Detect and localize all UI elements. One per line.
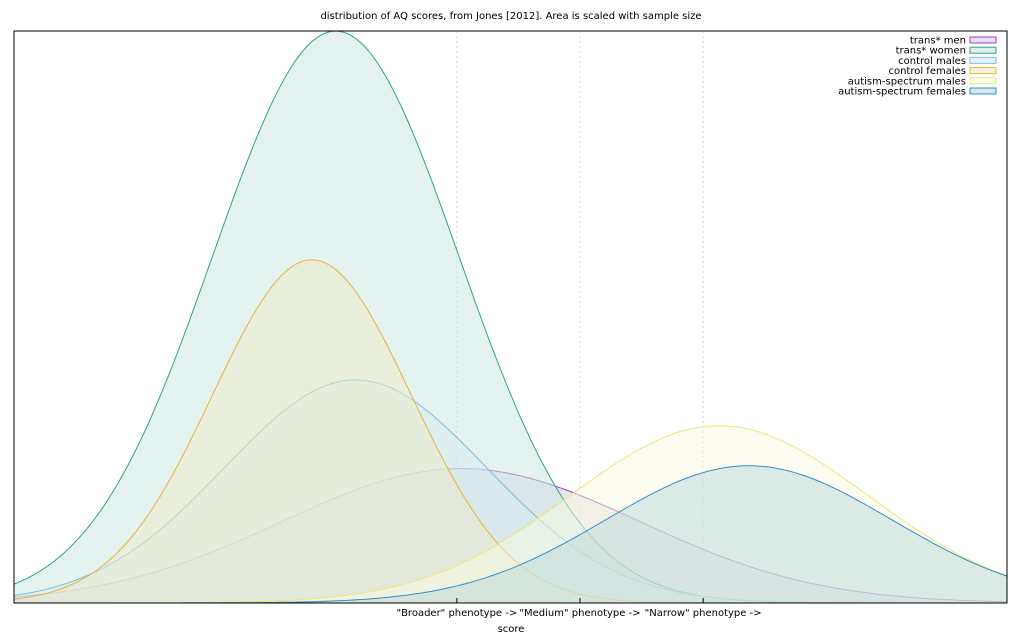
plot-frame	[13, 30, 1008, 604]
legend-swatch-4	[969, 67, 997, 75]
legend-swatch-6	[969, 87, 997, 95]
legend-swatch-1	[969, 36, 997, 44]
x-tick-label-2: "Medium" phenotype ->	[519, 608, 640, 619]
x-axis-label: score	[498, 624, 525, 635]
x-tick-label-3: "Narrow" phenotype ->	[645, 608, 762, 619]
legend-label-1: trans* men	[910, 36, 966, 47]
chart-title: distribution of AQ scores, from Jones [2…	[320, 11, 701, 22]
legend-label-3: control males	[898, 56, 966, 67]
legend-label-2: trans* women	[896, 46, 966, 57]
legend-label-6: autism-spectrum females	[838, 87, 966, 98]
legend-swatch-5	[969, 77, 997, 85]
x-tick-label-1: "Broader" phenotype ->	[396, 608, 517, 619]
legend-label-5: autism-spectrum males	[848, 76, 966, 87]
series-areas	[13, 30, 1008, 604]
series-area-6	[14, 465, 1007, 603]
legend-label-4: control females	[888, 66, 966, 77]
legend-swatch-3	[969, 56, 997, 64]
legend-swatch-2	[969, 46, 997, 54]
x-axis-ticks: "Broader" phenotype -> "Medium" phenotype…	[396, 598, 762, 619]
series-area-4	[14, 259, 1007, 603]
